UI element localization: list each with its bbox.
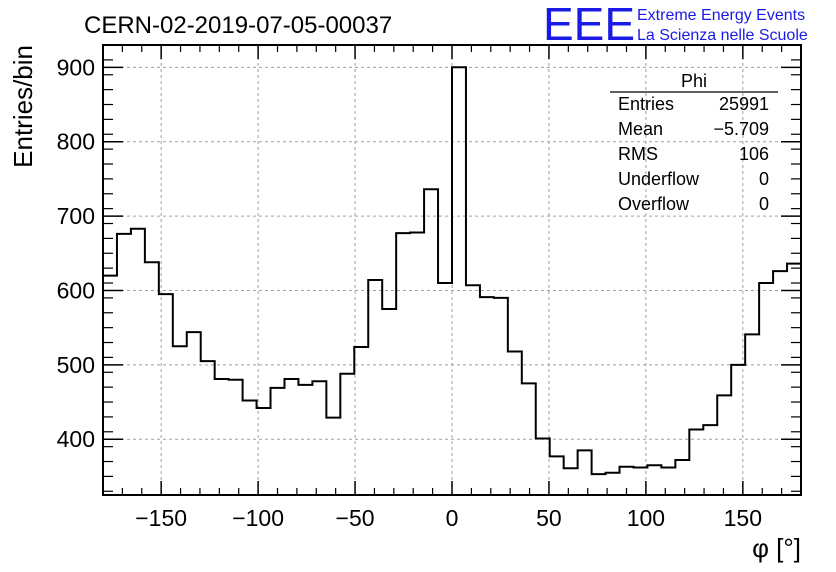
- histogram-bin: [159, 294, 173, 495]
- histogram-bin: [745, 334, 759, 495]
- histogram-bin: [661, 467, 675, 495]
- histogram-bin: [480, 297, 494, 495]
- histogram-bin: [773, 271, 787, 495]
- axis-ticks: −150 −100 −50 0 50 100 150 400 500 600 700 800 900: [57, 44, 802, 531]
- stats-row-value: 0: [759, 194, 769, 214]
- logo-line-2: La Scienza nelle Scuole: [637, 27, 808, 44]
- x-tick-label: 150: [724, 505, 762, 531]
- histogram-bin: [466, 285, 480, 495]
- logo-line-1: Extreme Energy Events: [637, 7, 805, 24]
- histogram-bin: [689, 430, 703, 495]
- histogram-bin: [452, 67, 466, 495]
- histogram-bin: [759, 283, 773, 495]
- histogram-bin: [564, 468, 578, 495]
- histogram-bin: [284, 379, 298, 495]
- histogram: [103, 66, 801, 495]
- stats-row-value: 0: [759, 169, 769, 189]
- histogram-bin: [647, 465, 661, 495]
- histogram-bin: [731, 365, 745, 495]
- stats-box: Phi Entries 25991 Mean −5.709 RMS 106 Underflo…: [610, 71, 778, 214]
- histogram-bin: [396, 233, 410, 495]
- histogram-bin: [578, 450, 592, 495]
- stats-row-value: 25991: [719, 94, 769, 114]
- histogram-bin: [201, 361, 215, 495]
- histogram-bin: [424, 189, 438, 495]
- histogram-bin: [215, 379, 229, 495]
- stats-row-value: −5.709: [713, 119, 769, 139]
- histogram-bin: [271, 388, 285, 495]
- y-tick-label: 800: [57, 129, 95, 155]
- x-tick-label: 0: [446, 505, 459, 531]
- histogram-bin: [340, 374, 354, 495]
- eee-logo: EEE Extreme Energy Events La Scienza nel…: [543, 0, 808, 50]
- stats-row-label: RMS: [618, 144, 658, 164]
- histogram-bin: [494, 298, 508, 495]
- histogram-bin: [326, 418, 340, 495]
- y-tick-label: 400: [57, 426, 95, 452]
- stats-row-label: Underflow: [618, 169, 700, 189]
- histogram-bin: [717, 395, 731, 495]
- stats-title: Phi: [681, 71, 707, 91]
- stats-row-value: 106: [739, 144, 769, 164]
- stats-row-label: Overflow: [618, 194, 690, 214]
- histogram-bin: [410, 232, 424, 495]
- histogram-bin: [243, 401, 257, 495]
- stats-row-label: Mean: [618, 119, 663, 139]
- x-tick-label: 50: [536, 505, 562, 531]
- histogram-bin: [298, 385, 312, 495]
- stats-row-label: Entries: [618, 94, 674, 114]
- histogram-bin: [131, 229, 145, 495]
- histogram-bin: [508, 351, 522, 495]
- y-tick-label: 700: [57, 203, 95, 229]
- histogram-bin: [312, 381, 326, 495]
- x-tick-label: −100: [232, 505, 284, 531]
- x-axis-title: φ [°]: [752, 533, 801, 563]
- x-tick-label: −50: [336, 505, 375, 531]
- histogram-bin: [703, 425, 717, 495]
- y-axis-title: Entries/bin: [8, 45, 38, 168]
- y-tick-label: 900: [57, 54, 95, 80]
- histogram-bin: [187, 332, 201, 495]
- histogram-bin: [354, 347, 368, 495]
- x-tick-label: −150: [135, 505, 187, 531]
- histogram-bin: [536, 438, 550, 495]
- histogram-bin: [675, 460, 689, 495]
- histogram-bin: [145, 262, 159, 495]
- y-tick-label: 500: [57, 352, 95, 378]
- histogram-bin: [438, 283, 452, 495]
- histogram-bin: [229, 380, 243, 495]
- x-tick-label: 100: [627, 505, 665, 531]
- logo-mark: EEE: [543, 0, 635, 50]
- histogram-bin: [368, 280, 382, 495]
- histogram-outline: [103, 66, 801, 476]
- histogram-bin: [382, 309, 396, 495]
- histogram-bin: [522, 383, 536, 495]
- histogram-bin: [173, 346, 187, 495]
- histogram-bin: [592, 474, 606, 495]
- chart-title: CERN-02-2019-07-05-00037: [84, 12, 392, 39]
- y-tick-label: 600: [57, 277, 95, 303]
- histogram-bin: [550, 456, 564, 495]
